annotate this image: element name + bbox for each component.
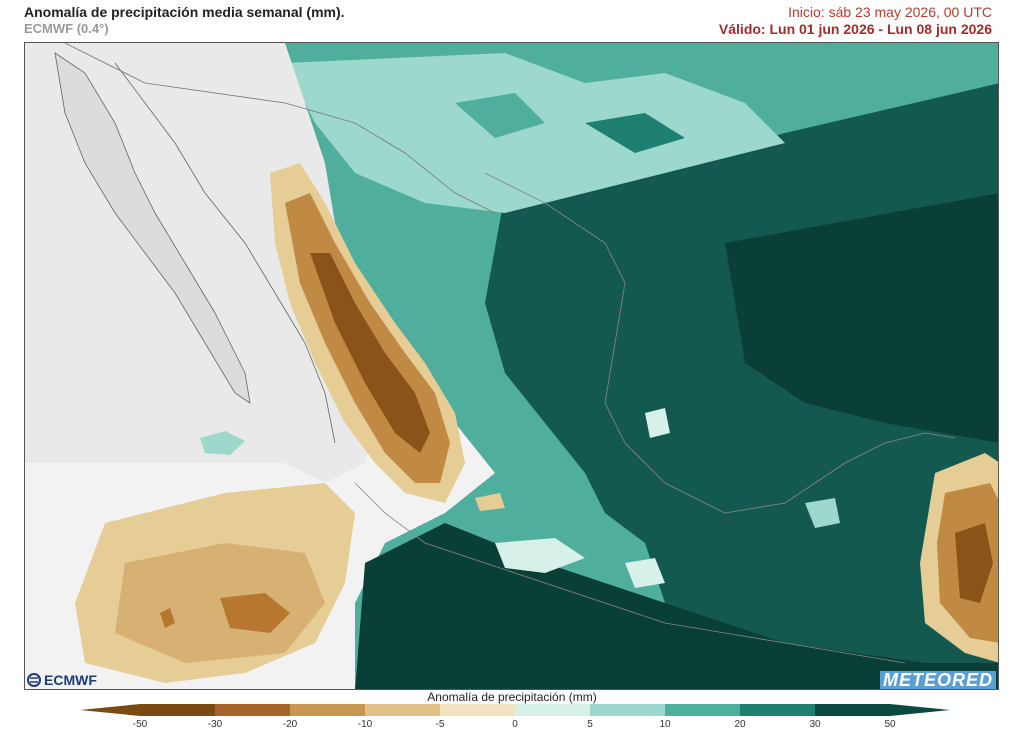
wet-light-north [285,53,785,213]
init-time: Inicio: sáb 23 may 2026, 00 UTC [788,4,992,20]
ecmwf-logo-text: ECMWF [44,672,97,688]
legend-arrow-right [890,704,950,716]
wet-extreme-region [725,193,998,443]
legend-swatch [815,704,891,716]
legend-tick-label: 10 [659,719,671,730]
legend-tick-label: 20 [734,719,746,730]
mainland-coast [114,62,336,444]
meteored-logo: METEORED [879,671,996,689]
valid-period: Válido: Lun 01 jun 2026 - Lun 08 jun 202… [718,21,992,37]
dry-strong-caribbean [955,523,993,603]
wet-light-spot [645,408,670,438]
legend-tick-label: -20 [282,719,298,730]
us-mexico-border [64,43,496,214]
map-title: Anomalía de precipitación media semanal … [24,4,345,20]
dry-medium-pacific [115,543,325,663]
wet-light-spot [805,498,840,528]
legend-tick-label: -10 [357,719,373,730]
legend-swatch [290,704,366,716]
legend-swatch [740,704,816,716]
legend-tick-label: 5 [587,719,593,730]
color-legend-bar [80,704,950,716]
wet-light-pacific-blob [200,431,245,455]
dry-strong-pacific [220,593,290,633]
legend-tick-label: 0 [512,719,518,730]
baja-peninsula [54,52,251,404]
wet-light-spot [625,558,665,588]
wet-light-spot [495,538,585,573]
legend-swatch [440,704,516,716]
ecmwf-logo-icon [27,673,41,687]
legend-tick-label: -5 [435,719,445,730]
legend-tick-label: -30 [207,719,223,730]
legend-swatch [590,704,666,716]
map-canvas [25,43,998,689]
wet-medium-blob [585,113,685,153]
dry-strong-sierra [310,253,430,453]
legend-title: Anomalía de precipitación (mm) [427,690,597,704]
model-label: ECMWF (0.4°) [24,21,109,36]
pacific-coastline [354,482,906,664]
ecmwf-logo: ECMWF [26,672,97,688]
legend-swatch [215,704,291,716]
wet-medium-blob [455,93,545,138]
legend-swatch [365,704,441,716]
legend-arrow-left [80,704,140,716]
dry-spot [160,608,175,628]
legend-swatch [140,704,216,716]
legend-tick-label: -50 [132,719,148,730]
legend-tick-label: 50 [884,719,896,730]
legend-tick-label: 30 [809,719,821,730]
dry-light-spot [475,493,505,511]
legend-swatch [515,704,591,716]
legend-ticks: -50 -30 -20 -10 -5 0 5 10 20 30 50 [80,719,950,731]
precipitation-anomaly-map[interactable] [24,42,999,690]
legend-swatch [665,704,741,716]
gulf-coastline [484,172,956,514]
